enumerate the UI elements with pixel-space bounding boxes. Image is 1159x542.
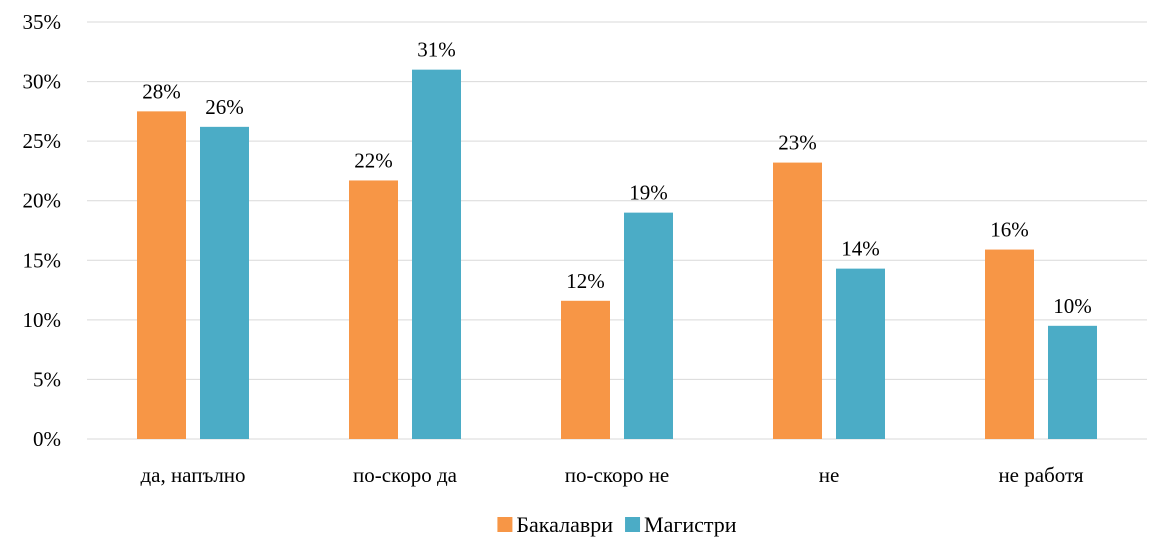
- y-tick-label: 10%: [23, 308, 62, 332]
- data-label: 12%: [566, 269, 605, 293]
- bar: [412, 69, 461, 440]
- x-category-label: не: [819, 463, 840, 487]
- y-tick-label: 0%: [33, 427, 61, 451]
- legend-swatch: [625, 517, 641, 532]
- gridlines: [87, 21, 1147, 440]
- legend-swatch: [497, 517, 513, 532]
- y-tick-label: 35%: [23, 10, 62, 34]
- data-label: 31%: [417, 38, 456, 62]
- data-label: 23%: [778, 131, 817, 155]
- y-tick-label: 30%: [23, 70, 62, 94]
- data-label: 16%: [990, 218, 1029, 242]
- legend: Бакалаври Магистри: [497, 512, 737, 537]
- bar: [561, 300, 610, 439]
- data-label: 28%: [142, 79, 181, 103]
- data-label: 19%: [629, 181, 668, 205]
- y-tick-label: 20%: [23, 189, 62, 213]
- x-axis-categories: да, напълно по-скоро да по-скоро не не не ра…: [140, 463, 1083, 487]
- x-category-label: по-скоро да: [353, 463, 458, 487]
- data-label: 26%: [205, 95, 244, 119]
- bar: [200, 126, 249, 440]
- y-tick-label: 15%: [23, 248, 62, 272]
- x-category-label: по-скоро не: [565, 463, 670, 487]
- bar: [349, 180, 398, 439]
- bar: [137, 111, 186, 439]
- bar: [773, 162, 822, 440]
- y-tick-label: 5%: [33, 367, 61, 391]
- x-category-label: не работя: [998, 463, 1083, 487]
- bar: [985, 249, 1034, 439]
- data-label: 22%: [354, 148, 393, 172]
- y-tick-label: 25%: [23, 129, 62, 153]
- bars: [137, 69, 1097, 440]
- data-labels: 28% 26% 22% 31% 12% 19% 23% 14% 16% 10%: [142, 38, 1092, 318]
- legend-label: Бакалаври: [516, 512, 613, 537]
- x-category-label: да, напълно: [140, 463, 245, 487]
- data-label: 10%: [1053, 294, 1092, 318]
- bar: [1048, 325, 1097, 439]
- data-label: 14%: [841, 237, 880, 261]
- y-axis-ticks: 0% 5% 10% 15% 20% 25% 30% 35%: [23, 10, 62, 451]
- legend-label: Магистри: [644, 512, 737, 537]
- bar: [836, 268, 885, 439]
- bar: [624, 212, 673, 439]
